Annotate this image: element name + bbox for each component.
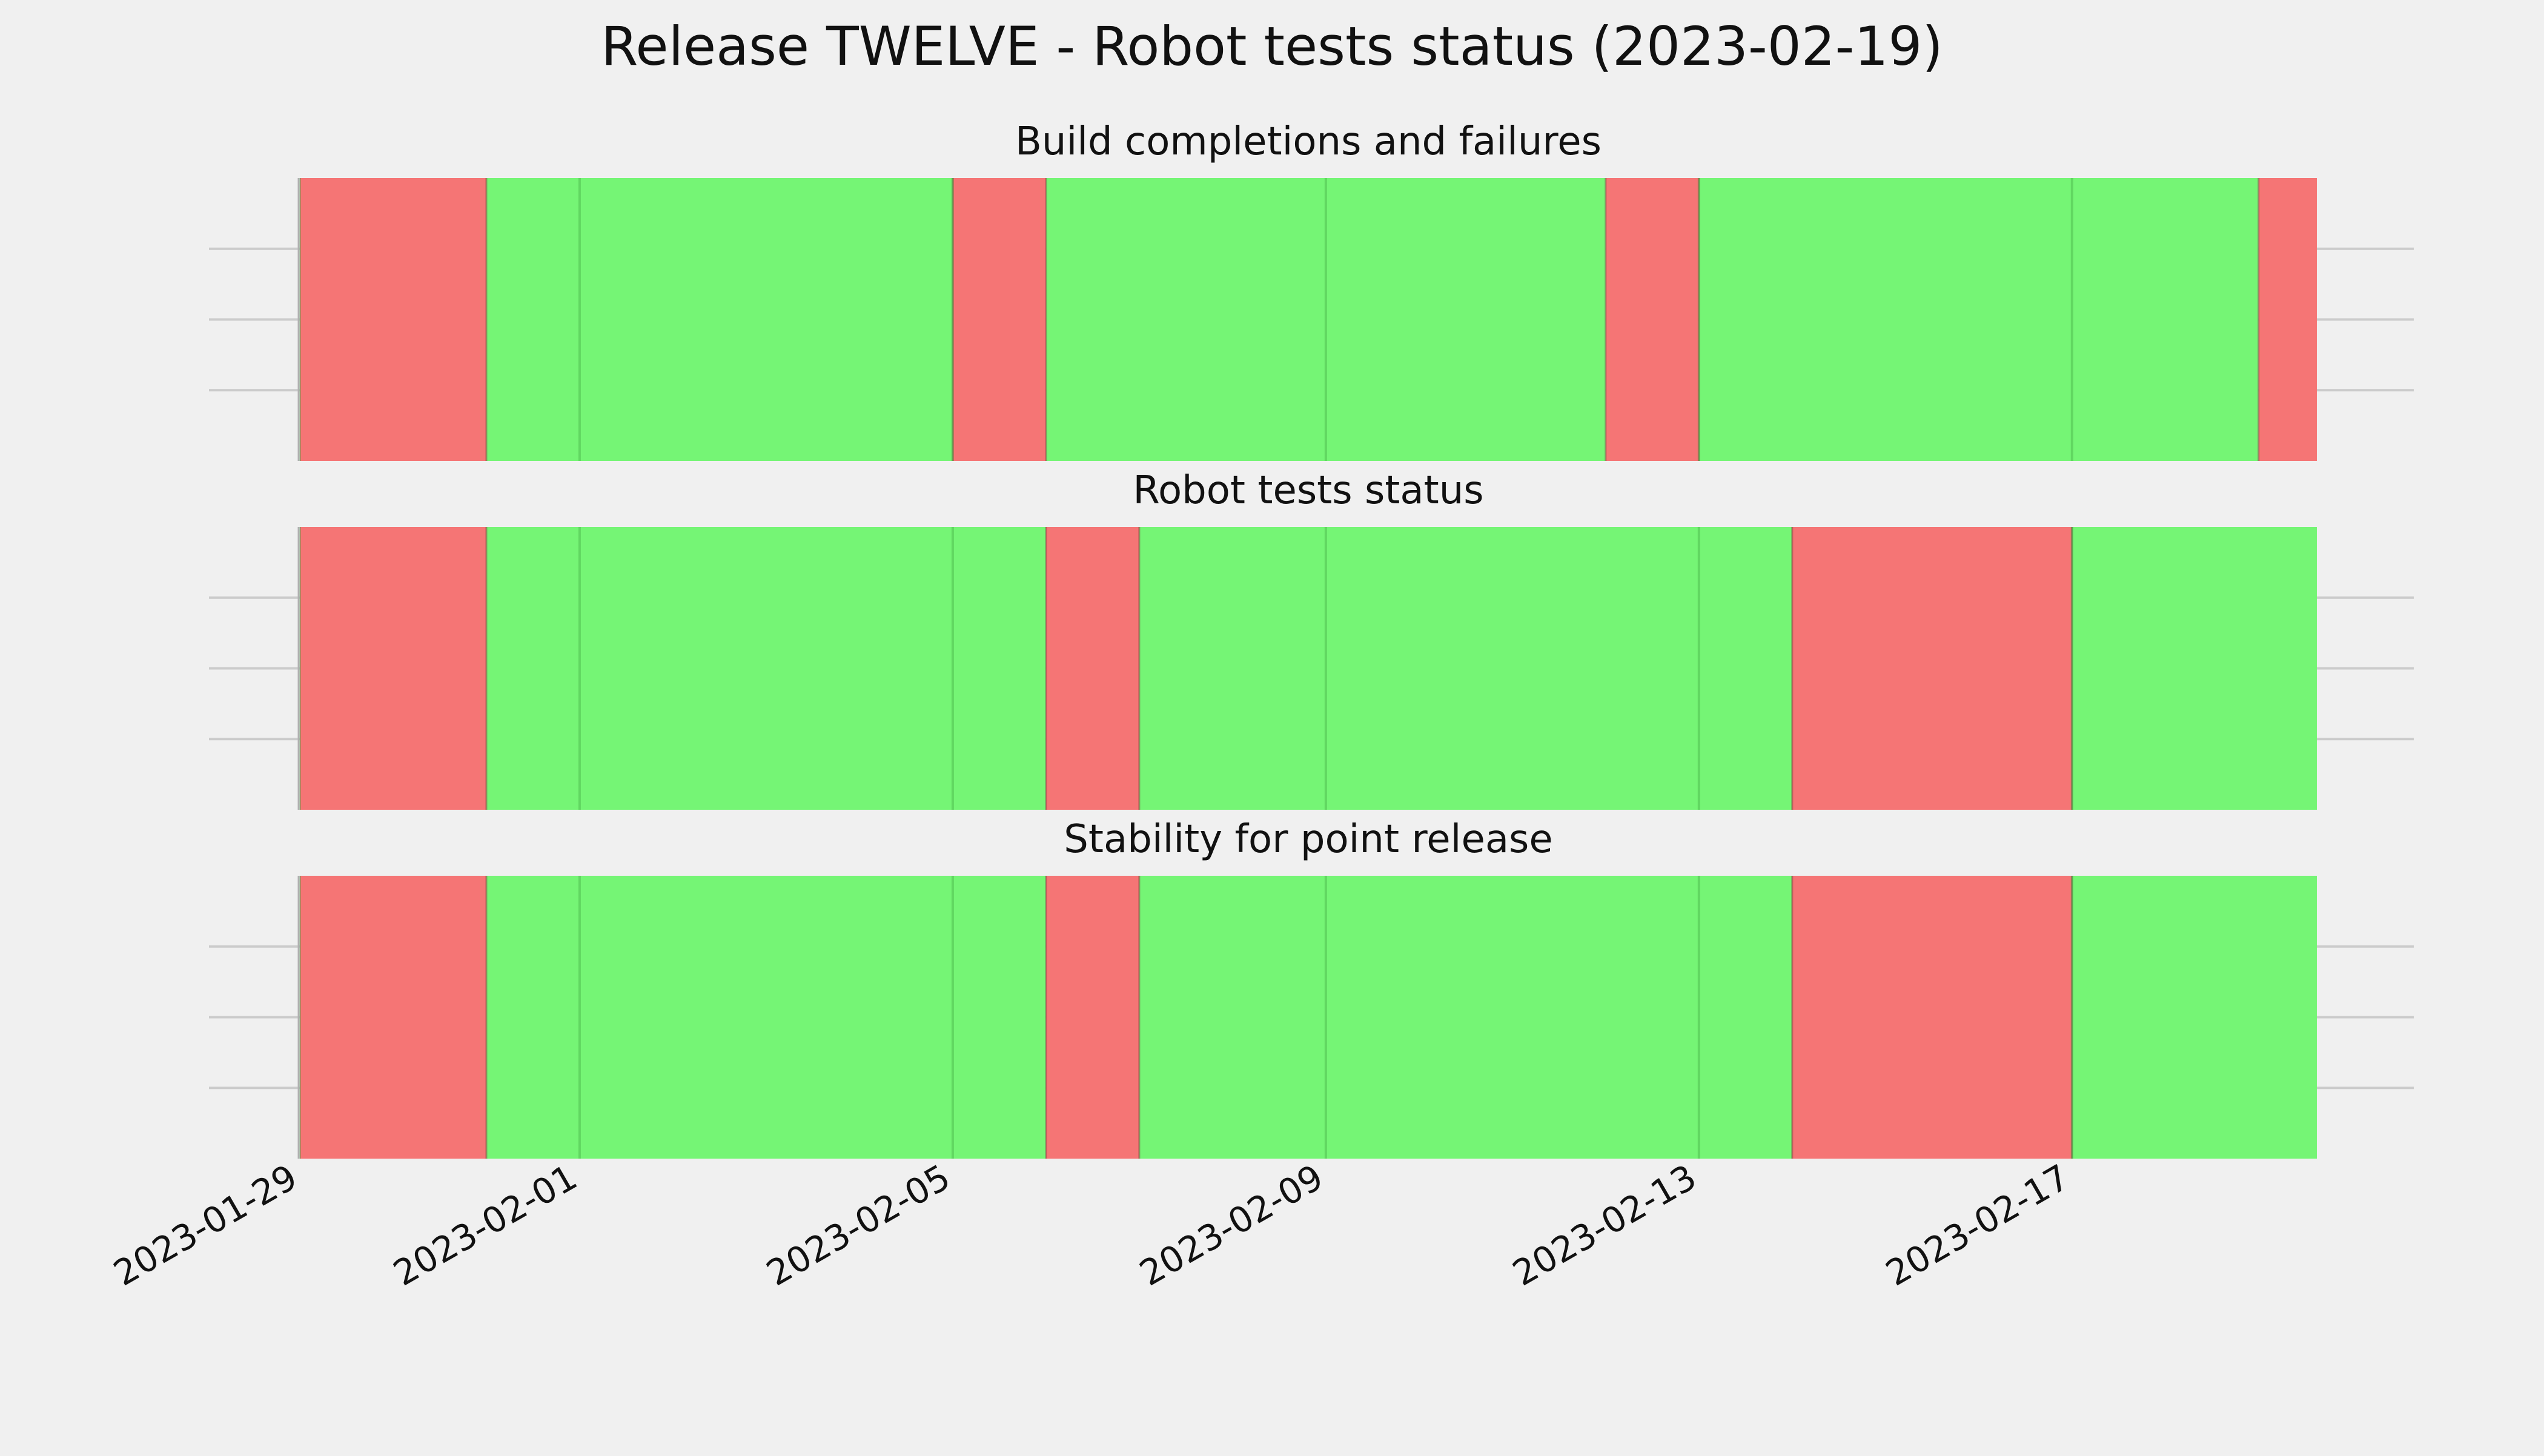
- status-segment-pass: [1045, 178, 1606, 461]
- status-segment-pass: [1139, 527, 1792, 810]
- status-segment-pass: [2072, 527, 2317, 810]
- status-segment-fail: [300, 527, 486, 810]
- status-segment-pass: [1698, 178, 2259, 461]
- chart-title: Release TWELVE - Robot tests status (202…: [601, 15, 1943, 78]
- status-segment-pass: [486, 527, 1046, 810]
- panel-2: Robot tests status: [209, 468, 2414, 810]
- status-segment-fail: [1045, 527, 1139, 810]
- status-segment-fail: [1792, 876, 2072, 1159]
- status-segment-fail: [1792, 527, 2072, 810]
- status-segment-pass: [2072, 876, 2317, 1159]
- panel-3: Stability for point release: [209, 817, 2414, 1159]
- panel-1: Build completions and failures: [209, 119, 2414, 461]
- status-segment-pass: [1139, 876, 1792, 1159]
- status-segment-fail: [1605, 178, 1699, 461]
- status-segment-fail: [2258, 178, 2317, 461]
- status-segment-fail: [1045, 876, 1139, 1159]
- panel-title: Build completions and failures: [1015, 119, 1602, 164]
- status-segment-fail: [300, 876, 486, 1159]
- panels-layer: Build completions and failures Robot test…: [209, 119, 2414, 1159]
- panel-title: Robot tests status: [1133, 468, 1483, 513]
- panel-title: Stability for point release: [1064, 817, 1553, 862]
- status-segment-fail: [300, 178, 486, 461]
- status-segment-pass: [486, 178, 953, 461]
- status-segment-fail: [952, 178, 1046, 461]
- status-segment-pass: [486, 876, 1046, 1159]
